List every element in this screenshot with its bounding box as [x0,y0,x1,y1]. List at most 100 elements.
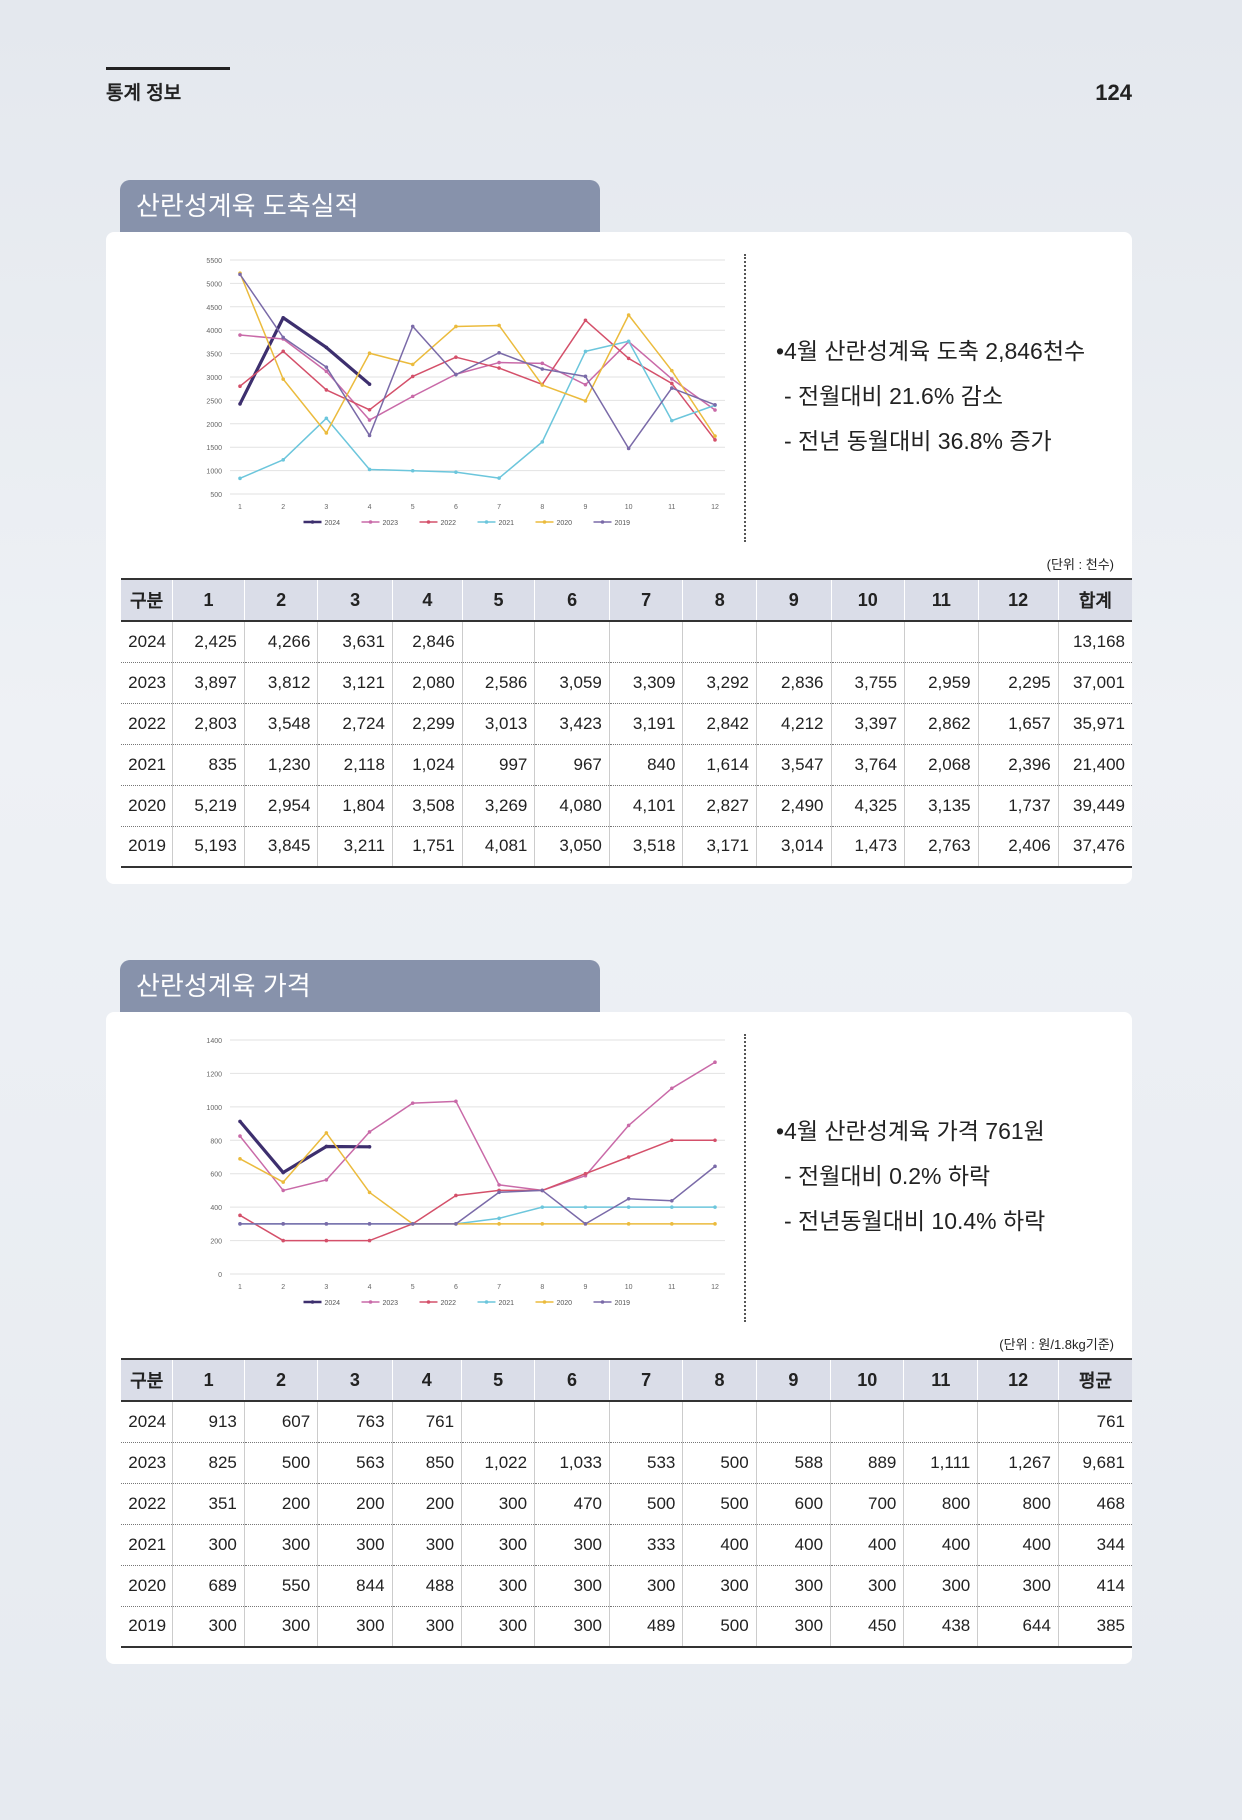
table-cell: 4,081 [461,826,535,868]
page-number: 124 [1095,80,1132,105]
x-tick-label: 4 [368,1284,372,1291]
data-point [497,1183,501,1187]
table-cell: 2,406 [977,826,1059,868]
legend-marker [484,1300,489,1304]
series-line-2023 [239,1061,716,1192]
row-year: 2024 [121,1401,173,1443]
table-cell [977,621,1059,663]
data-point [410,374,415,379]
table-cell: 300 [243,1606,318,1648]
x-tick-label: 7 [497,1284,501,1291]
table-row: 2024 2,425 4,266 3,631 2,846 13,168 [121,621,1132,663]
table-cell: 3,518 [608,826,683,868]
table-cell: 2,490 [756,785,831,827]
table-cell [534,1401,610,1443]
data-point [367,382,372,387]
data-point [238,1119,242,1124]
series-line-2024 [238,316,371,405]
x-tick-label: 6 [454,1284,458,1291]
table-cell: 385 [1057,1606,1132,1648]
data-point [583,1205,588,1209]
table-cell: 1,614 [682,744,757,786]
table-cell: 5,219 [172,785,245,827]
data-point [367,1190,372,1195]
table-cell: 1,751 [391,826,463,868]
summary-headline: •4월 산란성계육 가격 761원 [776,1118,1045,1144]
table-cell: 761 [391,1401,462,1443]
table-cell: 500 [682,1606,757,1648]
x-tick-label: 2 [281,1284,285,1291]
table-cell: 500 [243,1442,318,1484]
data-point [324,1131,329,1135]
data-point [281,1170,285,1175]
legend-label: 2023 [383,520,399,527]
data-point [713,434,717,438]
data-point [324,1222,329,1226]
summary-yoy: - 전년 동월대비 36.8% 증가 [784,428,1052,454]
data-point [670,368,674,373]
x-tick-label: 7 [497,504,501,511]
table-cell: 37,476 [1057,826,1132,868]
table-cell: 3,423 [534,703,610,745]
data-point [497,1190,501,1195]
column-header: 3 [317,578,393,622]
table-cell: 3,845 [243,826,318,868]
summary-mom: - 전월대비 21.6% 감소 [784,383,1004,409]
y-tick-label: 600 [210,1172,222,1179]
table-cell: 563 [317,1442,393,1484]
row-year: 2023 [121,662,173,704]
data-point [281,1222,285,1226]
data-point [324,369,329,374]
data-point [626,1205,631,1209]
data-point [583,382,588,387]
table-cell: 39,449 [1057,785,1132,827]
x-tick-label: 8 [540,1284,544,1291]
price-section-tab: 산란성계육 가격 [120,960,600,1012]
table-cell: 2,763 [904,826,979,868]
table-cell: 2,080 [391,662,463,704]
data-point [367,467,372,472]
column-header: 11 [903,1358,978,1402]
table-cell: 2,842 [682,703,757,745]
data-point [670,1198,674,1203]
series-line-2021 [240,1206,715,1225]
legend-label: 2020 [557,1300,573,1307]
data-point [626,1123,631,1128]
table-cell: 3,897 [172,662,245,704]
data-point [713,438,717,442]
table-cell: 300 [830,1565,904,1607]
table-cell: 2,396 [977,744,1059,786]
summary-yoy: - 전년동월대비 10.4% 하락 [784,1208,1046,1234]
column-header: 2 [243,1358,318,1402]
table-cell: 200 [317,1483,393,1525]
data-point [367,1145,372,1149]
table-cell [682,621,757,663]
legend-marker [426,1300,431,1304]
row-year: 2022 [121,703,173,745]
table-cell: 300 [317,1606,393,1648]
x-tick-label: 3 [324,504,328,511]
data-point [540,383,545,387]
table-cell: 1,230 [243,744,318,786]
table-cell: 2,827 [682,785,757,827]
y-tick-label: 1400 [206,1038,222,1045]
legend-label: 2019 [615,520,631,527]
section-label: 통계 정보 [106,83,182,104]
table-cell: 800 [903,1483,978,1525]
data-point [281,1238,285,1243]
table-cell: 468 [1057,1483,1132,1525]
table-cell: 300 [461,1606,535,1648]
data-point [281,335,285,340]
volume-chart: 500 1000 1500 2000 2500 3000 3500 4000 4500 5000 5… [206,258,725,527]
table-cell: 3,171 [682,826,757,868]
series-line-2019 [239,273,716,450]
x-tick-label: 4 [368,504,372,511]
data-point [367,433,372,438]
x-tick-label: 10 [625,504,633,511]
data-point [281,1180,285,1184]
table-cell: 344 [1057,1524,1132,1566]
table-cell: 1,804 [317,785,393,827]
y-tick-label: 4000 [206,328,222,335]
table-header-row: 구분 1 2 3 4 5 6 7 8 9 10 11 12 평균 [121,1358,1132,1402]
